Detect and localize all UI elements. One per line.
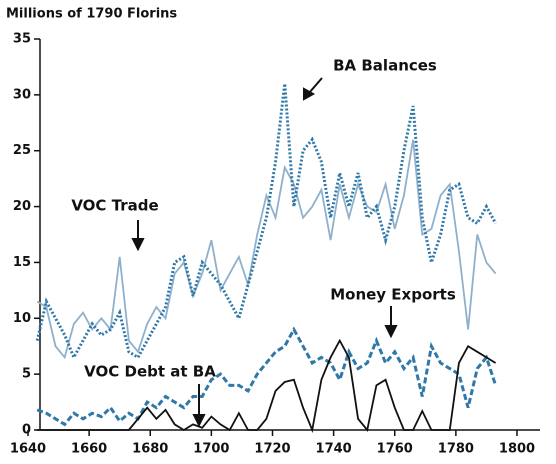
annotation: BA Balances xyxy=(333,57,437,75)
x-tick-label: 1700 xyxy=(193,442,229,457)
y-tick-label: 5 xyxy=(22,367,31,382)
x-tick-label: 1640 xyxy=(10,442,46,457)
series-line xyxy=(37,338,497,434)
y-tick-label: 35 xyxy=(13,32,31,47)
y-tick-label: 0 xyxy=(22,423,31,438)
annotation: VOC Debt at BA xyxy=(84,363,216,381)
y-tick-label: 15 xyxy=(13,255,31,270)
x-tick-label: 1760 xyxy=(377,442,413,457)
annotation: Money Exports xyxy=(330,286,456,304)
y-axis-label: Millions of 1790 Florins xyxy=(6,7,177,22)
y-tick-label: 25 xyxy=(13,143,31,158)
x-tick-label: 1780 xyxy=(438,442,474,457)
x-tick-label: 1740 xyxy=(316,442,352,457)
x-tick-label: 1660 xyxy=(71,442,107,457)
y-tick-label: 30 xyxy=(13,87,31,102)
x-tick-label: 1800 xyxy=(499,442,535,457)
series-line xyxy=(35,83,497,361)
annotation: VOC Trade xyxy=(71,197,158,215)
series-line xyxy=(36,326,498,427)
y-tick-label: 10 xyxy=(13,311,31,326)
x-tick-label: 1720 xyxy=(254,442,290,457)
x-tick-label: 1680 xyxy=(132,442,168,457)
arrows xyxy=(131,77,398,428)
y-tick-label: 20 xyxy=(13,199,31,214)
series-line xyxy=(36,139,497,360)
